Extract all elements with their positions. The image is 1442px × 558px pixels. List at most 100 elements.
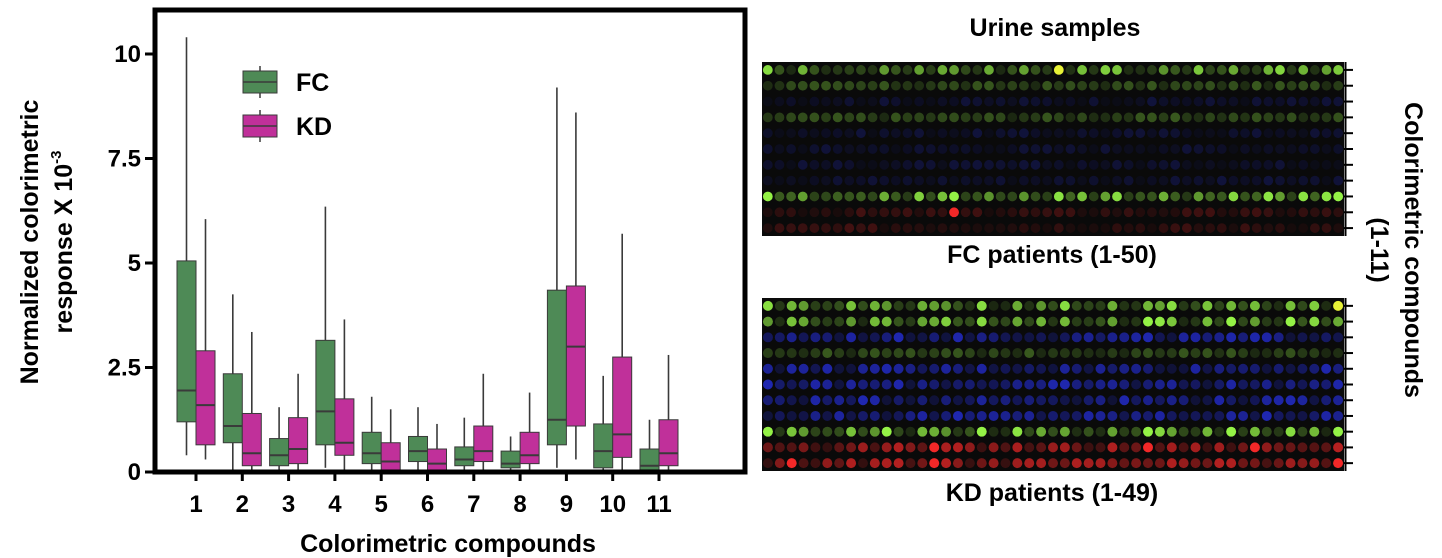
heatmap-dot: [1321, 112, 1332, 123]
heatmap-dot: [1042, 96, 1053, 107]
heatmap-dot: [1088, 112, 1099, 123]
heatmap-dot: [925, 80, 936, 91]
heatmap-dot: [762, 363, 773, 374]
heatmap-dot: [1310, 96, 1320, 107]
heatmap-dot: [1321, 348, 1332, 359]
heatmap-dot: [949, 191, 959, 202]
y-axis-label-line2: response X 10-3: [48, 151, 78, 334]
heatmap-dot: [1178, 300, 1189, 311]
heatmap-dot: [1214, 442, 1225, 453]
heatmap-dot: [856, 128, 866, 139]
heatmap-dot: [1273, 379, 1284, 390]
heatmap-dot: [1000, 379, 1011, 390]
heatmap-dot: [1154, 395, 1165, 406]
heatmap-dot: [1083, 410, 1094, 421]
heatmap-dot: [1240, 144, 1250, 154]
heatmap-dot: [1321, 207, 1332, 218]
heatmap-dot: [1088, 175, 1099, 186]
heatmap-dot: [1030, 144, 1041, 154]
heatmap-dot: [1275, 65, 1285, 75]
heatmap-dot: [1286, 128, 1297, 139]
heatmap-dot: [1190, 316, 1201, 327]
heatmap-dot: [925, 159, 936, 170]
heatmap-dot: [914, 144, 925, 154]
box-fc-4: [315, 206, 336, 468]
heatmap-dot: [1285, 363, 1296, 374]
heatmap-dot: [1228, 223, 1239, 233]
heatmap-dot: [844, 128, 855, 139]
heatmap-dot: [972, 96, 983, 107]
heatmap-dot: [902, 128, 913, 139]
heatmap-dot: [1095, 442, 1106, 453]
heatmap-dot: [1019, 65, 1029, 75]
heatmap-dot: [834, 395, 845, 406]
heatmap-dot: [1024, 379, 1035, 390]
heatmap-dot: [1226, 348, 1237, 359]
heatmap-dot: [1249, 316, 1260, 327]
heatmap-dot: [988, 316, 999, 327]
heatmap-dot: [1007, 144, 1018, 154]
heatmap-dot: [869, 363, 880, 374]
heatmap-dot: [1166, 410, 1177, 421]
heatmap-dot: [869, 458, 880, 469]
heatmap-dot: [1071, 426, 1082, 437]
heatmap-dot: [937, 96, 948, 107]
heatmap-dot: [1297, 458, 1308, 469]
heatmap-dot: [1100, 191, 1111, 202]
heatmap-dot: [1000, 332, 1011, 343]
heatmap-dot: [774, 144, 785, 154]
heatmap-dot: [1205, 159, 1216, 170]
heatmap-dot: [890, 175, 901, 186]
heatmap-dot: [1193, 207, 1204, 218]
heatmap-dot: [1170, 65, 1181, 75]
heatmap-dot: [917, 332, 928, 343]
heatmap-dot: [1238, 426, 1249, 437]
heatmap-dot: [1310, 80, 1320, 91]
heatmap-dot: [809, 223, 820, 233]
heatmap-dot: [1048, 395, 1058, 406]
heatmap-dot: [995, 96, 1006, 107]
heatmap-dot: [988, 363, 999, 374]
heatmap-dot: [937, 112, 948, 123]
heatmap-dot: [1012, 395, 1023, 406]
heatmap-dot: [1048, 442, 1058, 453]
x-tick-label: 4: [328, 491, 342, 518]
heatmap-dot: [1095, 426, 1106, 437]
heatmap-dot: [832, 128, 843, 139]
heatmap-dot: [925, 207, 936, 218]
heatmap-dot: [1181, 207, 1192, 218]
heatmap-dot: [1321, 442, 1332, 453]
heatmap-dot: [1181, 144, 1192, 154]
heatmap-dot: [810, 379, 821, 390]
heatmap-dot: [1309, 458, 1320, 469]
heatmap-dot: [856, 144, 866, 154]
heatmap-dot: [1214, 363, 1225, 374]
heatmap-dot: [1226, 458, 1237, 469]
heatmap-dot: [976, 410, 987, 421]
heatmap-dot: [762, 316, 773, 327]
heatmap-dot: [893, 395, 904, 406]
heatmap-dot: [1297, 395, 1308, 406]
heatmap-dot: [881, 332, 892, 343]
heatmap-dot: [1042, 207, 1053, 218]
heatmap-dot: [925, 175, 936, 186]
heatmap-dot: [960, 223, 971, 233]
heatmap-dot: [1205, 191, 1216, 202]
heatmap-dot: [1249, 458, 1260, 469]
heatmap-dot: [762, 300, 773, 311]
heatmap-dot: [1053, 159, 1064, 170]
box-kd-6: [427, 423, 447, 473]
heatmap-dot: [1007, 80, 1018, 91]
heatmap-dot: [890, 159, 901, 170]
heatmap-dot: [1238, 410, 1249, 421]
heatmap-dot: [1263, 128, 1274, 139]
box-fc-7: [454, 417, 475, 472]
heatmap-dot: [890, 191, 901, 202]
heatmap-dot: [1240, 65, 1250, 75]
heatmap-dot: [1240, 207, 1250, 218]
heatmap-dot: [905, 458, 916, 469]
legend-item-kd: KD: [242, 110, 332, 142]
heatmap-dot: [1249, 379, 1260, 390]
heatmap-dot: [869, 332, 880, 343]
heatmap-dot: [1193, 175, 1204, 186]
